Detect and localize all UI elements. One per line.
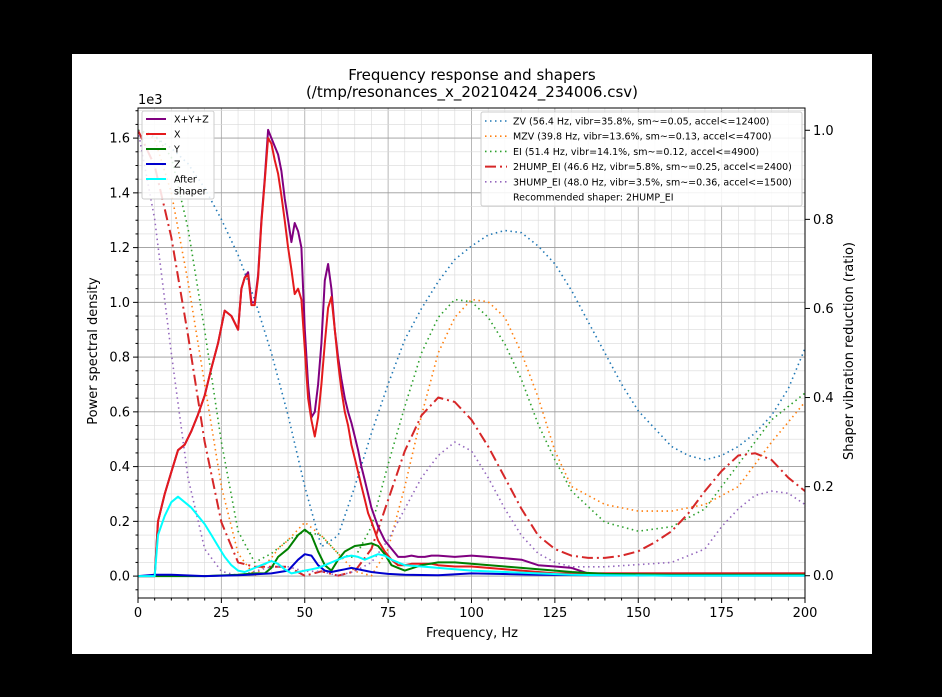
y-tick-label: 0.2 [109,515,130,530]
x-tick-label: 150 [626,606,651,621]
axis-ticks: 0 25 50 75 100 125 150 175 200 0.0 0.2 0.4 0.6 0.8 1.0… [109,110,834,621]
y-right-tick-label: 0.8 [813,213,834,228]
y-tick-label: 0.4 [109,460,130,475]
psd-line [138,495,805,578]
legend-label: After [174,175,197,186]
psd-curves [138,128,805,578]
y-tick-label: 1.6 [109,132,130,147]
x-tick-label: 100 [459,606,484,621]
psd-line [138,137,805,578]
legend-label: Z [174,160,181,171]
y-axis-exponent-label: 1e3 [138,93,163,108]
x-tick-label: 50 [296,606,313,621]
x-tick-label: 175 [709,606,734,621]
psd-line [138,553,805,578]
grid-lines [138,108,805,598]
chart-title: Frequency response and shapers [348,66,596,84]
legend-recommended-shaper: Recommended shaper: 2HUMP_EI [513,193,674,204]
legend-label: EI (51.4 Hz, vibr=14.1%, sm~=0.12, accel… [513,147,759,158]
x-tick-label: 25 [213,606,230,621]
y-right-tick-label: 0.0 [813,569,834,584]
y-right-tick-label: 1.0 [813,124,834,139]
y-axis-right-label: Shaper vibration reduction (ratio) [842,242,857,460]
x-tick-label: 125 [542,606,567,621]
legend-label: ZV (56.4 Hz, vibr=35.8%, sm~=0.05, accel… [513,117,769,128]
shaper-line [138,129,805,564]
x-tick-label: 75 [380,606,397,621]
legend-label: 3HUMP_EI (48.0 Hz, vibr=3.5%, sm~=0.36, … [513,177,792,188]
y-right-tick-label: 0.2 [813,480,834,495]
legend-shapers-box [480,111,803,207]
y-tick-label: 0.8 [109,351,130,366]
x-axis-label: Frequency, Hz [426,626,518,641]
y-tick-label: 1.0 [109,296,130,311]
legend-label: shaper [174,187,207,198]
x-tick-label: 200 [793,606,818,621]
legend-label: X [174,130,181,141]
shaper-line [138,129,805,577]
chart-subtitle: (/tmp/resonances_x_20210424_234006.csv) [306,83,638,102]
legend-shapers: ZV (56.4 Hz, vibr=35.8%, sm~=0.05, accel… [480,111,803,207]
chart-svg: Frequency response and shapers (/tmp/res… [86,66,857,641]
x-tick-label: 0 [134,606,142,621]
y-tick-label: 1.2 [109,241,130,256]
y-tick-label: 0.0 [109,570,130,585]
y-tick-label: 1.4 [109,186,130,201]
y-right-tick-label: 0.6 [813,302,834,317]
legend-label: 2HUMP_EI (46.6 Hz, vibr=5.8%, sm~=0.25, … [513,162,792,173]
shaper-curves [138,129,805,577]
legend-label: Y [173,145,180,156]
legend-label: MZV (39.8 Hz, vibr=13.6%, sm~=0.13, acce… [513,132,772,143]
y-axis-label: Power spectral density [86,277,101,425]
y-tick-label: 0.6 [109,405,130,420]
y-right-tick-label: 0.4 [813,391,834,406]
figure-canvas: Frequency response and shapers (/tmp/res… [72,54,872,654]
legend-label: X+Y+Z [174,115,209,126]
